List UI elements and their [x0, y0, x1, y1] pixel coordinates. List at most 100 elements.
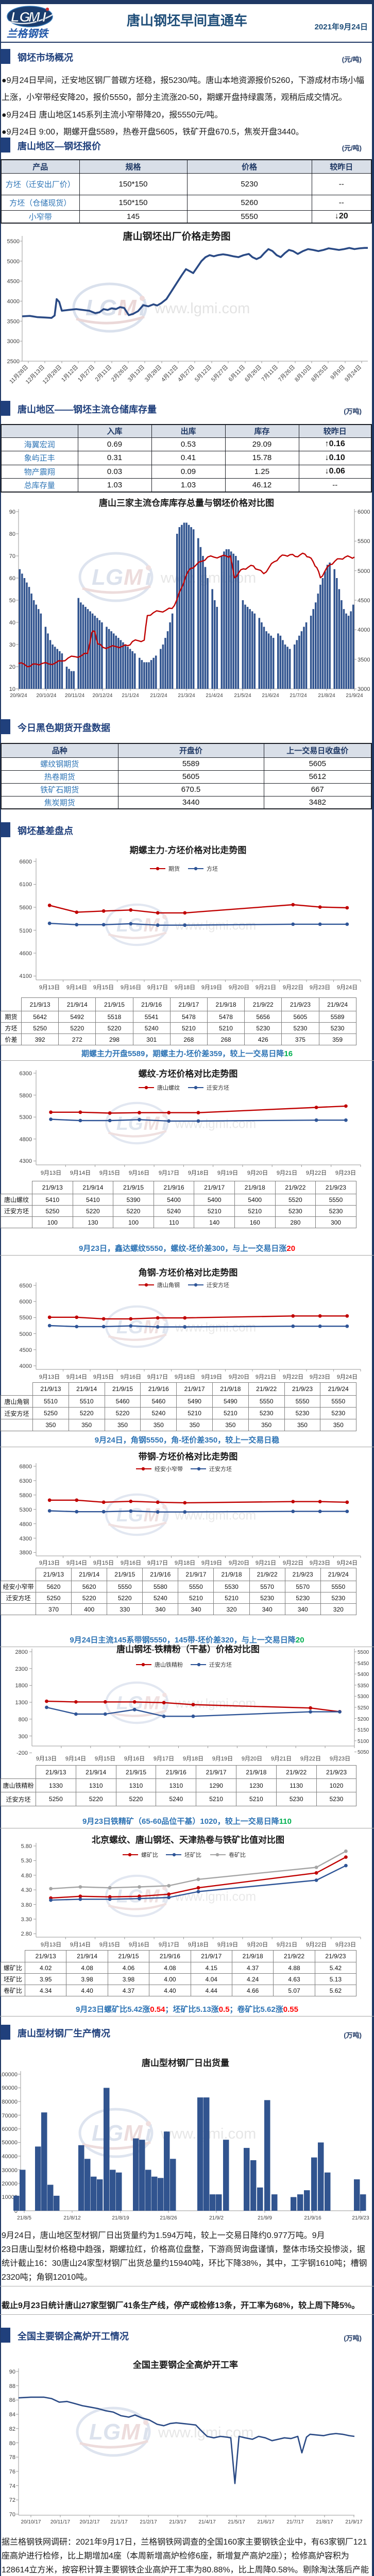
svg-text:2.80: 2.80	[21, 1931, 32, 1937]
svg-text:60000: 60000	[2, 2126, 18, 2132]
svg-text:60: 60	[9, 575, 15, 582]
svg-text:i: i	[162, 1112, 168, 1134]
svg-text:9月18日: 9月18日	[175, 985, 195, 991]
svg-text:i: i	[143, 2419, 149, 2445]
svg-text:9月17日: 9月17日	[147, 985, 168, 991]
svg-text:300: 300	[19, 1734, 28, 1740]
svg-text:9月15日: 9月15日	[93, 985, 114, 991]
svg-text:唐山螺纹: 唐山螺纹	[157, 1084, 180, 1091]
svg-text:9月20日: 9月20日	[229, 1374, 249, 1380]
svg-text:LG: LG	[92, 565, 123, 590]
svg-text:5500: 5500	[358, 538, 370, 545]
svg-text:1月12日: 1月12日	[60, 364, 79, 383]
svg-text:M: M	[124, 565, 143, 590]
svg-text:i: i	[139, 295, 146, 320]
svg-text:800: 800	[19, 1717, 28, 1723]
svg-text:唐山型材钢厂日出货量: 唐山型材钢厂日出货量	[142, 2058, 229, 2068]
svg-text:20/9/24: 20/9/24	[10, 693, 27, 699]
svg-text:5000: 5000	[20, 1331, 32, 1337]
svg-text:21/8/12: 21/8/12	[63, 2215, 81, 2221]
svg-text:4600: 4600	[20, 951, 32, 957]
svg-text:21/7/17: 21/7/17	[286, 2519, 304, 2525]
svg-text:100000: 100000	[0, 2072, 18, 2078]
svg-text:9月16日: 9月16日	[121, 1374, 141, 1380]
svg-text:4100: 4100	[20, 973, 32, 979]
svg-text:6500: 6500	[20, 1283, 32, 1289]
svg-text:82: 82	[9, 2426, 15, 2432]
svg-text:30000: 30000	[2, 2167, 18, 2174]
svg-text:72: 72	[9, 2497, 15, 2503]
svg-text:20/11/24: 20/11/24	[65, 693, 85, 699]
svg-text:21/8/17: 21/8/17	[316, 2519, 333, 2525]
svg-text:9月21日: 9月21日	[277, 1170, 297, 1176]
svg-text:6000: 6000	[20, 1299, 32, 1305]
svg-text:5000: 5000	[358, 568, 370, 574]
svg-text:21/9/17: 21/9/17	[345, 2519, 363, 2525]
svg-text:4300: 4300	[20, 1536, 32, 1542]
svg-text:唐山角钢: 唐山角钢	[157, 1281, 180, 1289]
svg-text:5000: 5000	[7, 259, 20, 265]
svg-text:9月23日: 9月23日	[335, 1170, 356, 1176]
svg-text:9月14日: 9月14日	[70, 1170, 91, 1176]
svg-text:9月16日: 9月16日	[124, 1756, 145, 1762]
svg-text:88: 88	[9, 2383, 15, 2389]
svg-text:90: 90	[9, 509, 15, 515]
svg-text:9月24日: 9月24日	[337, 985, 358, 991]
svg-text:6800: 6800	[20, 1464, 32, 1470]
svg-text:9月15日: 9月15日	[93, 1560, 114, 1566]
svg-text:20/10/17: 20/10/17	[21, 2519, 41, 2525]
svg-text:5.30: 5.30	[21, 1858, 32, 1864]
svg-text:I: I	[42, 9, 46, 25]
svg-text:5100: 5100	[20, 928, 32, 934]
svg-text:2800: 2800	[15, 1649, 28, 1655]
svg-text:21/5/17: 21/5/17	[228, 2519, 245, 2525]
svg-text:3800: 3800	[20, 1550, 32, 1556]
svg-text:8月25日: 8月25日	[310, 364, 329, 383]
svg-text:4500: 4500	[20, 1347, 32, 1353]
svg-text:5450: 5450	[358, 1661, 369, 1667]
svg-text:9月23日: 9月23日	[330, 1756, 350, 1762]
svg-text:9月21日: 9月21日	[256, 1374, 276, 1380]
svg-text:9月16日: 9月16日	[121, 985, 141, 991]
svg-text:www.lgmi.com: www.lgmi.com	[175, 919, 256, 933]
svg-text:唐山钢坯出厂价格走势图: 唐山钢坯出厂价格走势图	[123, 230, 230, 242]
svg-text:9月22日: 9月22日	[283, 1560, 303, 1566]
svg-text:21/3/24: 21/3/24	[178, 693, 195, 699]
svg-text:4月27日: 4月27日	[177, 364, 196, 383]
svg-text:5500: 5500	[20, 1315, 32, 1321]
svg-text:4000: 4000	[20, 1363, 32, 1369]
svg-text:21/4/17: 21/4/17	[198, 2519, 216, 2525]
svg-text:i: i	[162, 1885, 168, 1907]
svg-text:1800: 1800	[15, 1683, 28, 1689]
svg-text:9月19日: 9月19日	[212, 1756, 233, 1762]
svg-text:9月23日: 9月23日	[310, 985, 330, 991]
svg-text:9月15日: 9月15日	[99, 1170, 120, 1176]
svg-text:9月22日: 9月22日	[300, 1756, 321, 1762]
svg-text:21/1/24: 21/1/24	[122, 693, 139, 699]
svg-text:LG: LG	[116, 1112, 143, 1134]
svg-text:经安小窄带: 经安小窄带	[155, 1465, 183, 1472]
svg-text:21/1/17: 21/1/17	[110, 2519, 128, 2525]
svg-text:76: 76	[9, 2469, 15, 2475]
svg-text:9月17日: 9月17日	[154, 1756, 174, 1762]
svg-text:21/2/17: 21/2/17	[140, 2519, 157, 2525]
svg-text:9月23日: 9月23日	[310, 1374, 330, 1380]
svg-text:期货: 期货	[168, 865, 180, 872]
svg-text:21/8/26: 21/8/26	[160, 2215, 177, 2221]
svg-text:90000: 90000	[2, 2085, 18, 2091]
svg-text:10: 10	[9, 686, 15, 692]
svg-text:40000: 40000	[2, 2154, 18, 2160]
svg-text:50: 50	[9, 598, 15, 604]
svg-text:9月19日: 9月19日	[217, 1170, 238, 1176]
svg-text:9月19日: 9月19日	[201, 985, 222, 991]
svg-text:21/9/23: 21/9/23	[352, 2215, 369, 2221]
svg-text:70: 70	[9, 2512, 15, 2518]
svg-text:3.30: 3.30	[21, 1917, 32, 1923]
svg-text:86: 86	[9, 2397, 15, 2403]
svg-text:坯矿比: 坯矿比	[184, 1852, 201, 1858]
svg-text:2月26日: 2月26日	[110, 364, 129, 383]
svg-text:5600: 5600	[20, 905, 32, 911]
svg-text:9月18日: 9月18日	[183, 1756, 203, 1762]
svg-text:4300: 4300	[20, 1158, 32, 1164]
svg-text:带钢-方坯价格对比走势图: 带钢-方坯价格对比走势图	[139, 1451, 238, 1462]
